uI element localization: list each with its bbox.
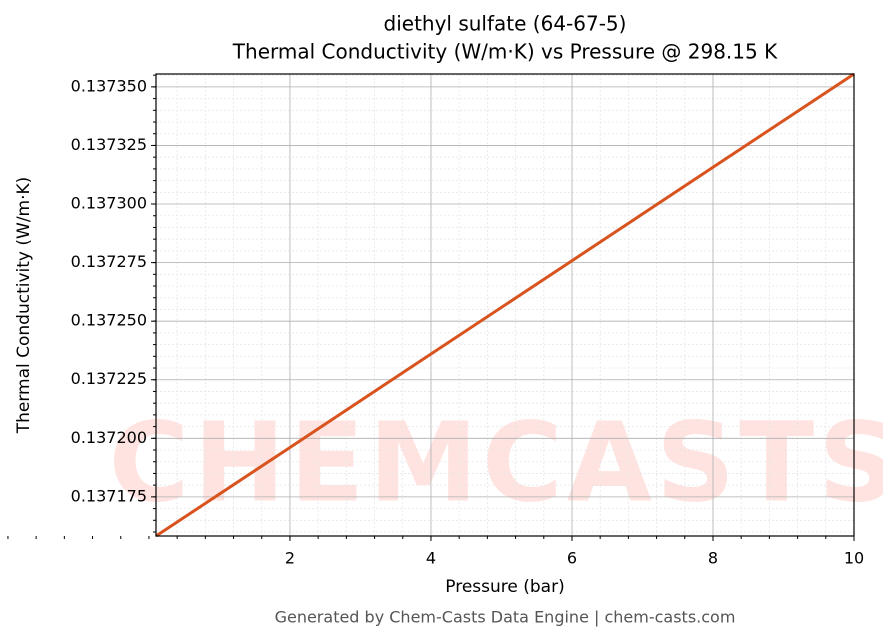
y-tick-label: 0.137275 (71, 252, 147, 271)
y-tick-label: 0.137325 (71, 135, 147, 154)
x-tick-label: 10 (844, 549, 864, 568)
footer: Generated by Chem-Casts Data Engine | ch… (275, 608, 736, 627)
y-tick-label: 0.137350 (71, 76, 147, 95)
x-tick-label: 2 (285, 549, 295, 568)
data-line (155, 72, 855, 538)
x-tick-label: 8 (708, 549, 718, 568)
y-tick-label: 0.137225 (71, 369, 147, 388)
chart-subtitle: Thermal Conductivity (W/m·K) vs Pressure… (232, 40, 778, 64)
y-axis-label: Thermal Conductivity (W/m·K) (14, 177, 34, 435)
x-axis-label: Pressure (bar) (445, 577, 564, 597)
plot-frame (155, 73, 855, 537)
y-tick-label: 0.137200 (71, 428, 147, 447)
y-tick-label: 0.137300 (71, 194, 147, 213)
chart-title: diethyl sulfate (64-67-5) (384, 12, 627, 36)
y-tick-label: 0.137250 (71, 311, 147, 330)
x-tick-label: 4 (426, 549, 436, 568)
x-tick-label: 6 (567, 549, 577, 568)
watermark: CHEMCASTS (109, 398, 883, 526)
y-tick-label: 0.137175 (71, 486, 147, 505)
